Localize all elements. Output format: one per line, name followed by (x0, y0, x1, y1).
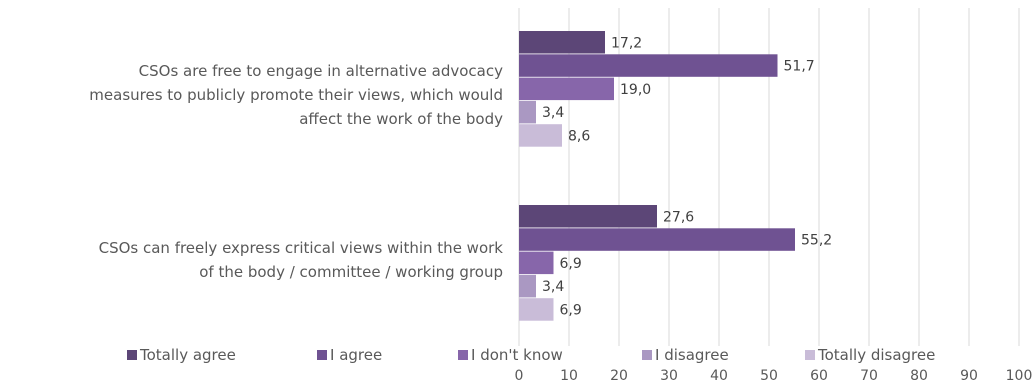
bar (519, 274, 536, 298)
legend-item: I agree (317, 346, 382, 364)
data-label: 6,9 (560, 302, 582, 318)
bar (519, 100, 536, 124)
category-label-line: measures to publicly promote their views… (89, 86, 503, 104)
legend-item: Totally disagree (805, 346, 935, 364)
category-label-line: of the body / committee / working group (199, 263, 503, 281)
x-tick-label: 80 (910, 368, 928, 384)
bar (519, 298, 554, 321)
x-tick-label: 60 (810, 368, 828, 384)
x-tick-label: 30 (660, 368, 678, 384)
legend-swatch (805, 350, 815, 360)
legend-item: Totally agree (127, 346, 236, 364)
data-label: 3,4 (542, 105, 564, 121)
data-label: 51,7 (784, 59, 815, 75)
bar (519, 124, 562, 147)
legend: Totally agree I agree I don't know I disagr… (127, 346, 935, 364)
legend-label: I don't know (471, 346, 563, 364)
x-tick-label: 20 (610, 368, 628, 384)
legend-swatch (642, 350, 652, 360)
x-axis-tick-labels: 0 10 20 30 40 50 60 70 80 90 100 (515, 368, 1033, 384)
legend-item: I disagree (642, 346, 729, 364)
data-label: 6,9 (560, 256, 582, 272)
legend-item: I don't know (458, 346, 563, 364)
x-tick-label: 10 (560, 368, 578, 384)
data-label: 8,6 (568, 128, 590, 144)
data-label: 27,6 (663, 209, 694, 225)
category-label: CSOs can freely express critical views w… (99, 239, 504, 281)
x-tick-label: 90 (960, 368, 978, 384)
bars (519, 31, 795, 321)
data-labels: 17,251,719,03,48,627,655,26,93,46,9 (542, 35, 832, 318)
x-tick-label: 0 (515, 368, 524, 384)
legend-swatch (458, 350, 468, 360)
bar (519, 228, 795, 251)
category-labels: CSOs are free to engage in alternative a… (89, 62, 503, 281)
bar (519, 205, 657, 228)
data-label: 17,2 (611, 35, 642, 51)
data-label: 19,0 (620, 82, 651, 98)
data-label: 3,4 (542, 279, 564, 295)
bar (519, 251, 554, 275)
legend-label: I disagree (655, 346, 729, 364)
x-tick-label: 100 (1006, 368, 1033, 384)
legend-swatch (317, 350, 327, 360)
x-tick-label: 50 (760, 368, 778, 384)
category-label-line: CSOs are free to engage in alternative a… (139, 62, 503, 80)
x-tick-label: 40 (710, 368, 728, 384)
category-label: CSOs are free to engage in alternative a… (89, 62, 503, 128)
bar (519, 54, 778, 77)
legend-label: I agree (330, 346, 382, 364)
bar (519, 31, 605, 54)
category-label-line: CSOs can freely express critical views w… (99, 239, 504, 257)
legend-label: Totally disagree (817, 346, 935, 364)
bar (519, 77, 614, 101)
legend-swatch (127, 350, 137, 360)
x-tick-label: 70 (860, 368, 878, 384)
category-label-line: affect the work of the body (299, 110, 503, 128)
data-label: 55,2 (801, 233, 832, 249)
legend-label: Totally agree (139, 346, 236, 364)
